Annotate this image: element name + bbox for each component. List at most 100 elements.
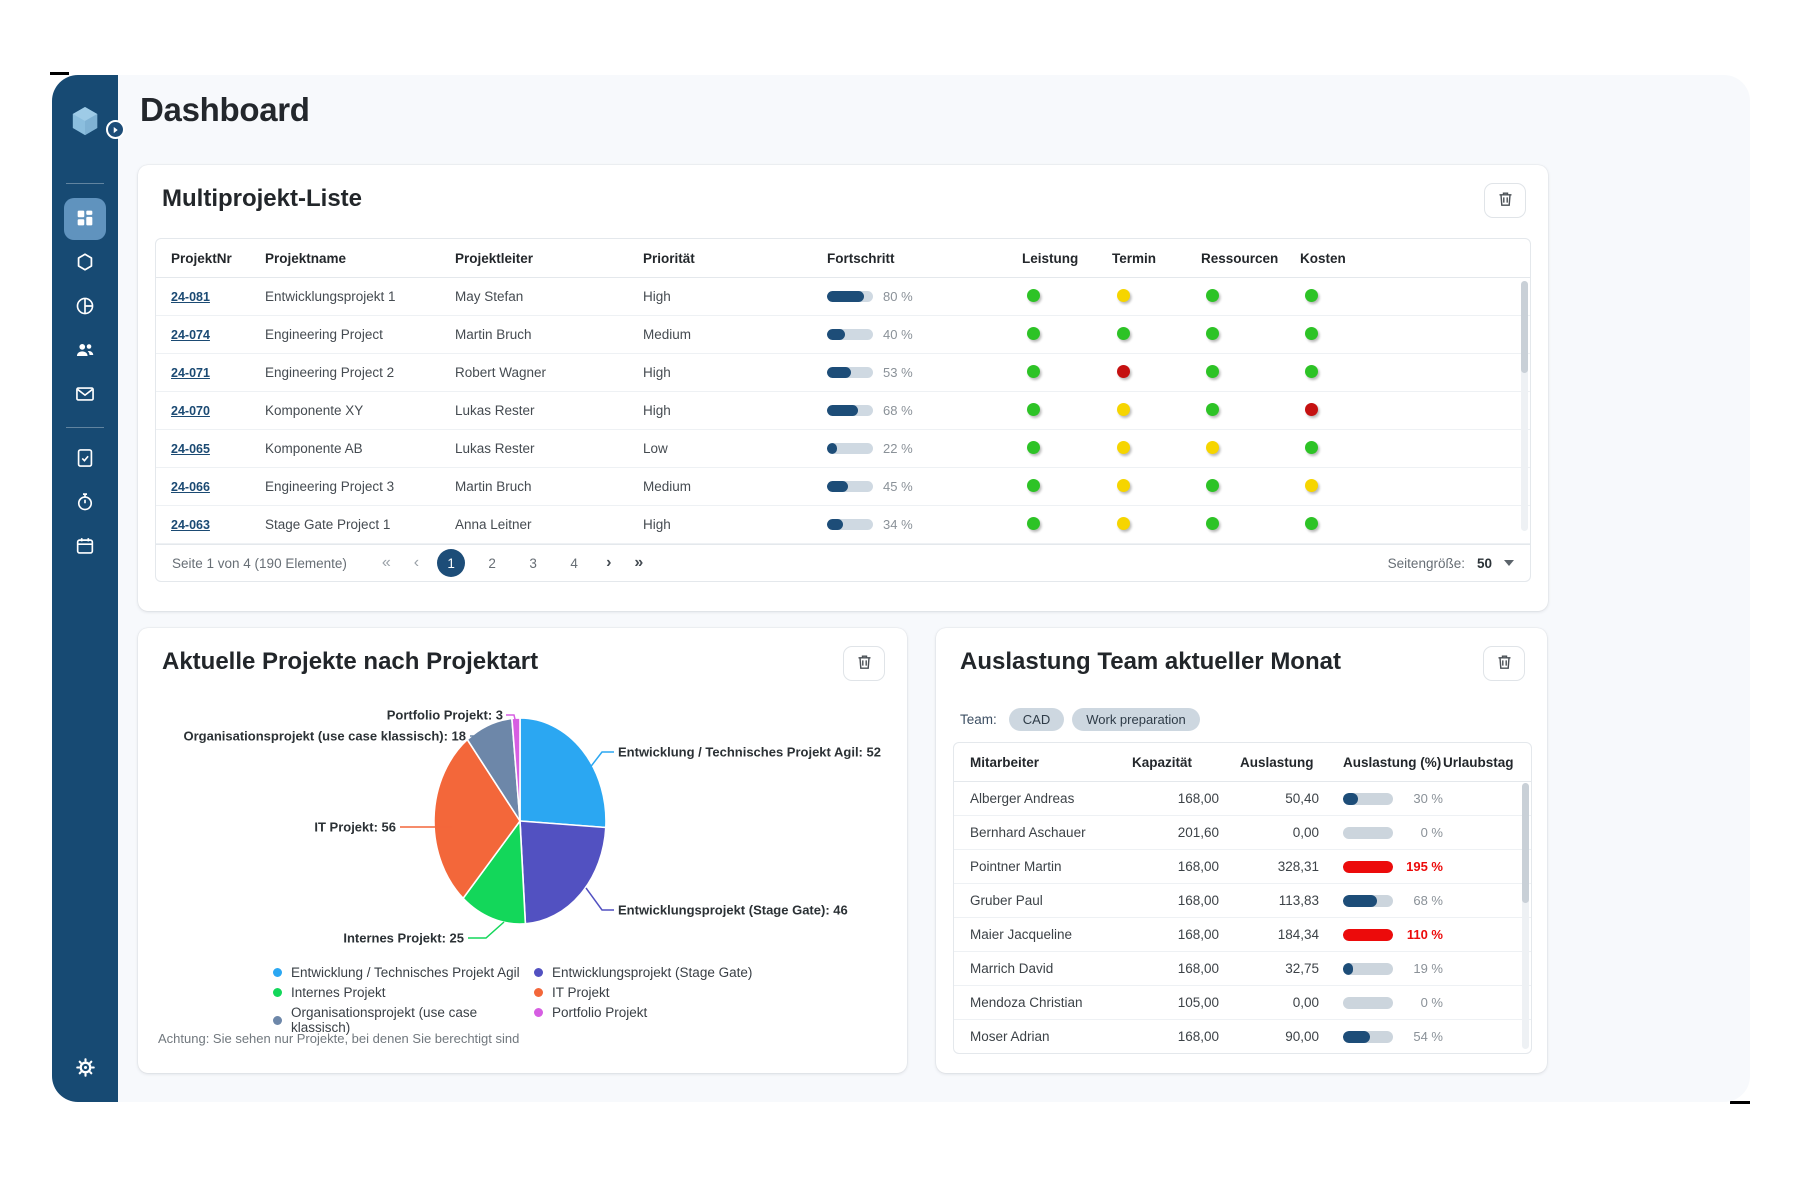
- status-dot-kosten: [1305, 364, 1318, 378]
- progress-bar: [827, 405, 873, 416]
- legend-item[interactable]: Entwicklung / Technisches Projekt Agil: [273, 965, 534, 980]
- progress-label: 80 %: [883, 289, 913, 304]
- delete-widget-button[interactable]: [843, 646, 885, 681]
- pie-slice[interactable]: [519, 717, 607, 829]
- delete-widget-button[interactable]: [1484, 183, 1526, 218]
- utilization-bar: [1343, 860, 1393, 873]
- column-header[interactable]: Kapazität: [1132, 754, 1193, 770]
- column-header[interactable]: Termin: [1112, 250, 1157, 266]
- column-header[interactable]: ProjektNr: [171, 250, 232, 266]
- pie-slice[interactable]: [462, 820, 527, 925]
- sidebar-item-portfolio[interactable]: [64, 286, 106, 328]
- project-leader: May Stefan: [455, 289, 524, 304]
- project-number-link[interactable]: 24-074: [171, 328, 210, 342]
- project-name: Stage Gate Project 1: [265, 517, 391, 532]
- column-header[interactable]: Leistung: [1022, 250, 1079, 266]
- utilization-percent: 68 %: [1413, 893, 1443, 908]
- page-number-button[interactable]: 3: [519, 549, 547, 577]
- project-number-link[interactable]: 24-071: [171, 366, 210, 380]
- status-dot-termin: [1117, 516, 1130, 530]
- column-header[interactable]: Mitarbeiter: [970, 754, 1040, 770]
- delete-widget-button[interactable]: [1483, 646, 1525, 681]
- table-scrollbar[interactable]: [1521, 281, 1528, 531]
- project-number-link[interactable]: 24-070: [171, 404, 210, 418]
- page-number-button[interactable]: 2: [478, 549, 506, 577]
- utilization-bar: [1343, 928, 1393, 941]
- legend-label: Internes Projekt: [291, 985, 386, 1000]
- column-header[interactable]: Urlaubstag: [1443, 754, 1514, 770]
- column-header[interactable]: Auslastung (%): [1343, 754, 1442, 770]
- previous-page-button[interactable]: ‹: [409, 554, 424, 572]
- utilization-cell: 19 %: [1343, 961, 1443, 976]
- gear-icon: [74, 1056, 97, 1082]
- scrollbar-thumb[interactable]: [1521, 281, 1528, 373]
- progress-bar: [827, 519, 873, 530]
- team-filter-row: Team: CAD Work preparation: [960, 708, 1200, 731]
- first-page-button[interactable]: «: [377, 554, 396, 572]
- status-dot-termin: [1117, 288, 1130, 302]
- sidebar-expand-button[interactable]: [106, 120, 125, 139]
- legend-color-dot: [273, 988, 282, 997]
- team-chip-cad[interactable]: CAD: [1008, 708, 1065, 731]
- progress-bar: [827, 329, 873, 340]
- utilization-percent: 19 %: [1413, 961, 1443, 976]
- utilization-bar: [1343, 996, 1393, 1009]
- page-size-value[interactable]: 50: [1476, 555, 1492, 571]
- pie-slice[interactable]: [511, 717, 521, 822]
- sidebar-item-messages[interactable]: [64, 374, 106, 416]
- column-header[interactable]: Fortschritt: [827, 250, 895, 266]
- utilization-cell: 68 %: [1343, 893, 1443, 908]
- legend-item[interactable]: Entwicklungsprojekt (Stage Gate): [534, 965, 752, 980]
- column-header[interactable]: Ressourcen: [1201, 250, 1279, 266]
- legend-item[interactable]: Organisationsprojekt (use case klassisch…: [273, 1005, 534, 1035]
- project-priority: High: [643, 403, 671, 418]
- page-number-button[interactable]: 4: [560, 549, 588, 577]
- employee-name: Mendoza Christian: [970, 995, 1083, 1010]
- chevron-down-icon[interactable]: [1504, 560, 1514, 566]
- sidebar-item-calendar[interactable]: [64, 526, 106, 568]
- column-header[interactable]: Kosten: [1300, 250, 1346, 266]
- pie-slice-label: Entwicklungsprojekt (Stage Gate): 46: [618, 902, 848, 918]
- sidebar-item-projects[interactable]: [64, 242, 106, 284]
- page-number-button[interactable]: 1: [437, 549, 466, 577]
- load-value: 90,00: [1285, 1029, 1319, 1044]
- pie-slice[interactable]: [433, 738, 521, 900]
- pie-slice[interactable]: [519, 820, 607, 925]
- capacity-value: 168,00: [1177, 893, 1219, 908]
- utilization-percent: 30 %: [1413, 791, 1443, 806]
- sidebar-item-resources[interactable]: [64, 330, 106, 372]
- last-page-button[interactable]: »: [629, 554, 648, 572]
- project-number-link[interactable]: 24-066: [171, 480, 210, 494]
- legend-item[interactable]: Internes Projekt: [273, 985, 534, 1000]
- sidebar-item-dashboard[interactable]: [64, 198, 106, 240]
- column-header[interactable]: Projektleiter: [455, 250, 534, 266]
- corner-mark-top-left: [50, 72, 69, 75]
- employee-name: Gruber Paul: [970, 893, 1043, 908]
- sidebar-item-tasks[interactable]: [64, 438, 106, 480]
- status-dot-kosten: [1305, 288, 1318, 302]
- project-number-link[interactable]: 24-065: [171, 442, 210, 456]
- legend-color-dot: [534, 1008, 543, 1017]
- pie-slice-label: Organisationsprojekt (use case klassisch…: [183, 728, 466, 744]
- project-priority: High: [643, 365, 671, 380]
- play-arrow-icon: [112, 122, 119, 137]
- legend-item[interactable]: Portfolio Projekt: [534, 1005, 752, 1020]
- sidebar-item-time-tracking[interactable]: [64, 482, 106, 524]
- utilization-cell: 195 %: [1343, 859, 1443, 874]
- scrollbar-thumb[interactable]: [1522, 783, 1529, 903]
- team-chip-work-preparation[interactable]: Work preparation: [1072, 708, 1200, 731]
- column-header[interactable]: Projektname: [265, 250, 347, 266]
- status-dot-termin: [1117, 364, 1130, 378]
- legend-item[interactable]: IT Projekt: [534, 985, 752, 1000]
- project-number-link[interactable]: 24-063: [171, 518, 210, 532]
- table-scrollbar[interactable]: [1522, 783, 1529, 1049]
- sidebar-item-settings[interactable]: [64, 1048, 106, 1090]
- status-dot-ressourcen: [1206, 516, 1219, 530]
- column-header[interactable]: Auslastung: [1240, 754, 1314, 770]
- project-name: Komponente XY: [265, 403, 364, 418]
- column-header[interactable]: Priorität: [643, 250, 695, 266]
- status-dot-kosten: [1305, 440, 1318, 454]
- next-page-button[interactable]: ›: [601, 554, 616, 572]
- project-number-link[interactable]: 24-081: [171, 290, 210, 304]
